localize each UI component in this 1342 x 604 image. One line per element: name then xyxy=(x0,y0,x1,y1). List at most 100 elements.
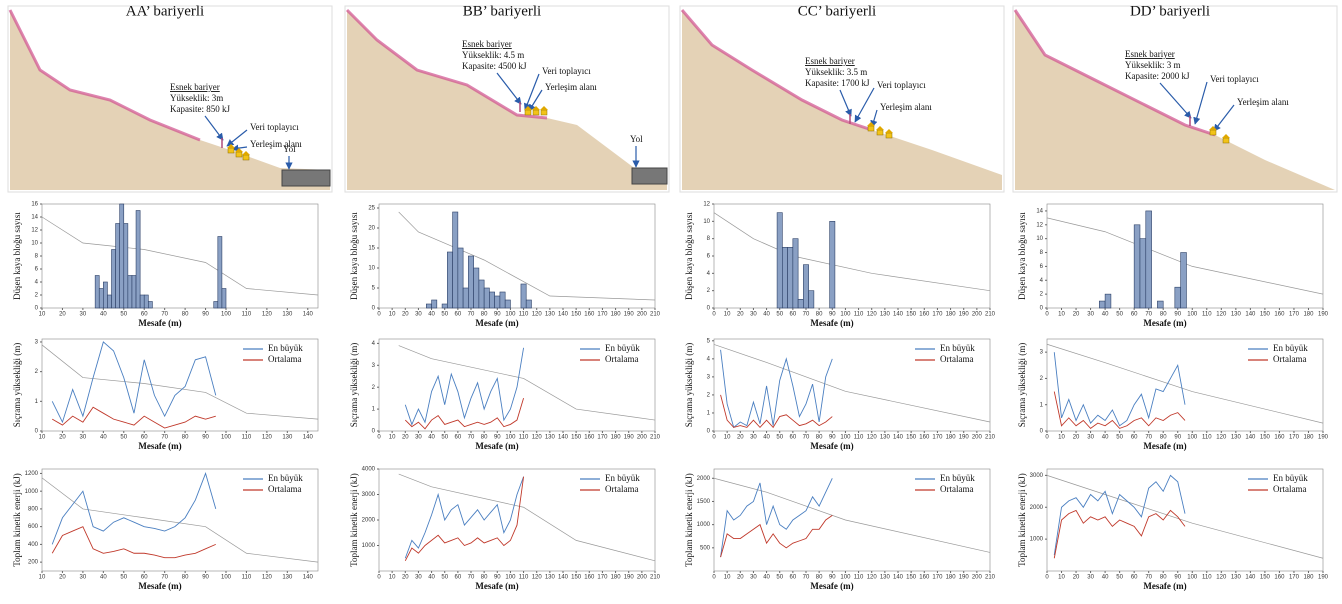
x-tick-label: 170 xyxy=(597,312,608,318)
x-tick-label: 60 xyxy=(1131,435,1138,441)
x-tick-label: 180 xyxy=(1303,312,1314,318)
x-tick-label: 20 xyxy=(402,575,409,581)
x-tick-label: 100 xyxy=(1187,435,1198,441)
x-tick-label: 130 xyxy=(545,435,556,441)
arrow xyxy=(231,144,248,152)
plot-frame xyxy=(41,338,319,432)
arrow xyxy=(496,72,522,105)
x-tick-label: 50 xyxy=(441,575,448,581)
x-tick-label: 70 xyxy=(161,575,168,581)
x-tick-label: 40 xyxy=(100,312,107,318)
x-tick-label: 40 xyxy=(763,312,770,318)
bar xyxy=(98,288,104,309)
x-tick-label: 60 xyxy=(790,575,797,581)
x-axis-label: Mesafe (m) xyxy=(475,581,518,591)
y-axis-label: Sıçrama yüksekliği (m) xyxy=(12,343,22,427)
legend-label: En büyük xyxy=(268,343,303,353)
x-tick-label: 60 xyxy=(790,312,797,318)
x-tick-label: 20 xyxy=(1073,312,1080,318)
profile-line xyxy=(713,477,991,553)
x-tick-label: 50 xyxy=(776,312,783,318)
x-tick-label: 210 xyxy=(985,312,996,318)
legend-label: En büyük xyxy=(605,473,640,483)
x-tick-label: 170 xyxy=(932,435,943,441)
x-tick-label: 30 xyxy=(80,575,87,581)
x-tick-label: 120 xyxy=(867,312,878,318)
y-axis-label: Düşen kaya bloğu sayısı xyxy=(684,212,694,300)
bar xyxy=(119,203,125,309)
x-tick-label: 120 xyxy=(532,435,543,441)
bar xyxy=(127,275,133,309)
house-roof xyxy=(1222,134,1230,138)
bar xyxy=(1139,238,1147,309)
x-tick-label: 150 xyxy=(906,575,917,581)
bar xyxy=(131,275,137,309)
x-tick-label: 200 xyxy=(972,435,983,441)
collector-label: Veri toplayıcı xyxy=(542,66,591,76)
y-tick-label: 10 xyxy=(703,219,710,225)
plot-frame xyxy=(1046,338,1324,432)
ground xyxy=(682,10,1002,190)
y-axis-label: Sıçrama yüksekliği (m) xyxy=(1017,343,1027,427)
x-tick-label: 30 xyxy=(415,312,422,318)
x-tick-label: 10 xyxy=(724,575,731,581)
profile-line xyxy=(1046,343,1324,424)
x-tick-label: 110 xyxy=(242,312,252,318)
y-tick-label: 1500 xyxy=(697,499,711,505)
y-tick-label: 4000 xyxy=(362,467,376,473)
scree-band xyxy=(680,9,873,132)
y-tick-label: 5 xyxy=(372,286,376,292)
legend-label: Ortalama xyxy=(940,484,973,494)
bar xyxy=(217,236,223,309)
legend-label: Ortalama xyxy=(1273,484,1306,494)
arrow xyxy=(1213,104,1235,132)
plot-frame xyxy=(41,203,319,309)
y-tick-label: 0 xyxy=(707,429,711,435)
plot-frame xyxy=(713,338,991,432)
y-tick-label: 6 xyxy=(1040,264,1044,270)
x-tick-label: 130 xyxy=(880,435,891,441)
arrow xyxy=(226,129,248,147)
x-tick-label: 110 xyxy=(519,435,529,441)
x-tick-label: 130 xyxy=(282,312,293,318)
house xyxy=(540,109,548,116)
x-tick-label: 100 xyxy=(1187,312,1198,318)
barrier-height: Yükseklik: 3m xyxy=(170,93,223,103)
y-tick-label: 12 xyxy=(1036,222,1043,228)
x-tick-label: 120 xyxy=(262,435,273,441)
bar xyxy=(468,255,474,309)
x-axis-label: Mesafe (m) xyxy=(138,441,181,451)
x-tick-label: 60 xyxy=(141,312,148,318)
x-tick-label: 110 xyxy=(242,435,252,441)
x-tick-label: 140 xyxy=(558,435,569,441)
barrier-capacity: Kapasite: 850 kJ xyxy=(170,104,230,114)
x-tick-label: 80 xyxy=(1160,575,1167,581)
x-tick-label: 70 xyxy=(161,312,168,318)
x-tick-label: 80 xyxy=(1160,312,1167,318)
arrow xyxy=(528,89,543,112)
x-axis-label: Mesafe (m) xyxy=(1143,441,1186,451)
x-tick-label: 130 xyxy=(880,575,891,581)
x-tick-label: 160 xyxy=(584,575,595,581)
bar xyxy=(494,295,501,309)
house-roof xyxy=(242,151,250,155)
x-tick-label: 190 xyxy=(1318,435,1329,441)
x-tick-label: 40 xyxy=(428,312,435,318)
x-tick-label: 130 xyxy=(545,312,556,318)
x-tick-label: 50 xyxy=(120,575,127,581)
arrow xyxy=(523,73,540,111)
y-tick-label: 2 xyxy=(707,288,711,294)
plot-frame xyxy=(713,203,991,309)
legend-label: Ortalama xyxy=(268,354,301,364)
section-title: DD’ bariyerli xyxy=(1130,3,1210,19)
x-tick-label: 150 xyxy=(1260,435,1271,441)
scree-band xyxy=(8,9,201,142)
x-tick-label: 60 xyxy=(455,312,462,318)
x-tick-label: 190 xyxy=(959,312,970,318)
bar xyxy=(143,294,149,309)
x-tick-label: 20 xyxy=(59,312,66,318)
profile-line xyxy=(41,477,319,563)
plot-frame xyxy=(1046,468,1324,572)
x-tick-label: 40 xyxy=(428,435,435,441)
